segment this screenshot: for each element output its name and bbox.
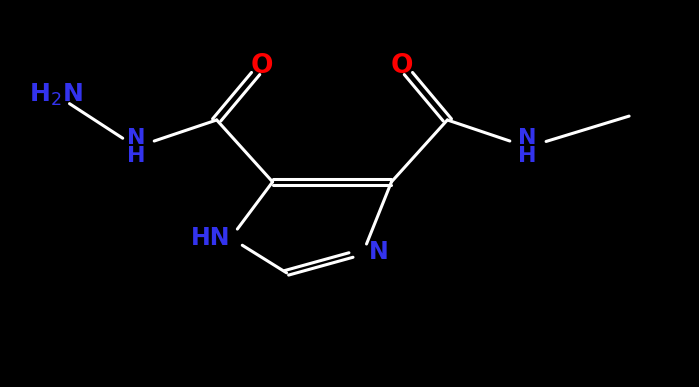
Text: N
H: N H [127, 128, 145, 166]
Text: O: O [391, 53, 413, 79]
Text: O: O [251, 53, 273, 79]
Text: HN: HN [192, 226, 231, 250]
Text: N
H: N H [519, 128, 537, 166]
Text: N: N [369, 240, 389, 264]
Text: H$_2$N: H$_2$N [29, 82, 82, 108]
